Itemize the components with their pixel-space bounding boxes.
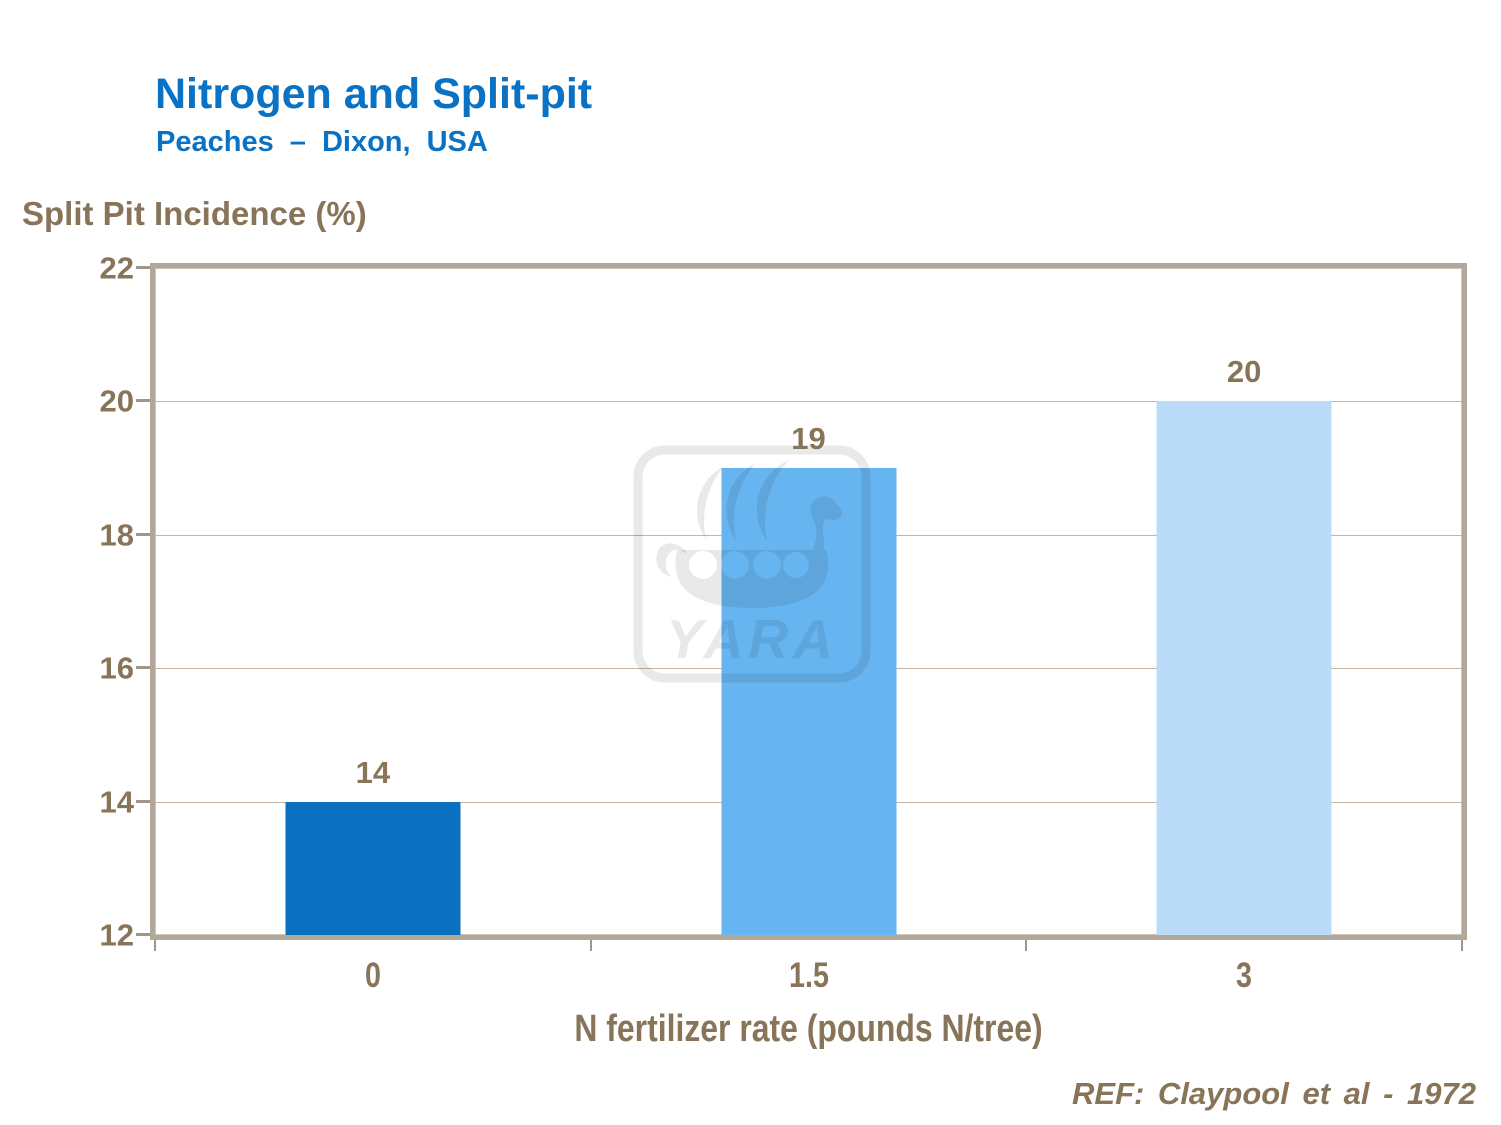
y-axis-title: Split Pit Incidence (%) [22, 195, 367, 232]
y-tick-mark-16 [136, 666, 150, 670]
y-tick-label-18: 18 [99, 517, 134, 553]
y-tick-label-20: 20 [99, 383, 134, 419]
bar-value-label-0: 14 [355, 754, 391, 790]
x-tick-label-3: 3 [1236, 956, 1253, 995]
x-tick-label-1.5: 1.5 [788, 956, 829, 995]
y-tick-label-14: 14 [99, 784, 134, 820]
y-tick-mark-22 [136, 266, 150, 269]
ref-citation: REF: Claypool et al - 1972 [1072, 1076, 1476, 1111]
y-tick-mark-18 [136, 532, 150, 536]
x-tick-mark-3 [1461, 940, 1463, 951]
gridline-20 [155, 401, 1462, 403]
bar-0 [285, 801, 461, 935]
y-tick-mark-14 [136, 799, 150, 803]
x-tick-mark-2 [1025, 940, 1028, 951]
y-tick-mark-20 [136, 399, 150, 403]
bar-1.5 [721, 468, 896, 935]
x-axis-title: N fertilizer rate (pounds N/tree) [574, 1008, 1043, 1050]
x-tick-label-0: 0 [364, 956, 381, 995]
page-subtitle: Peaches – Dixon, USA [156, 126, 488, 158]
bar-3 [1156, 401, 1332, 935]
bar-value-label-1.5: 19 [791, 421, 826, 457]
page-title: Nitrogen and Split-pit [155, 70, 593, 118]
x-tick-mark-0 [154, 940, 156, 951]
y-tick-mark-12 [136, 933, 150, 936]
y-tick-label-12: 12 [99, 917, 134, 953]
bar-value-label-3: 20 [1226, 354, 1262, 390]
x-tick-mark-1 [589, 940, 592, 951]
y-tick-label-22: 22 [99, 250, 134, 286]
y-tick-label-16: 16 [99, 650, 134, 686]
